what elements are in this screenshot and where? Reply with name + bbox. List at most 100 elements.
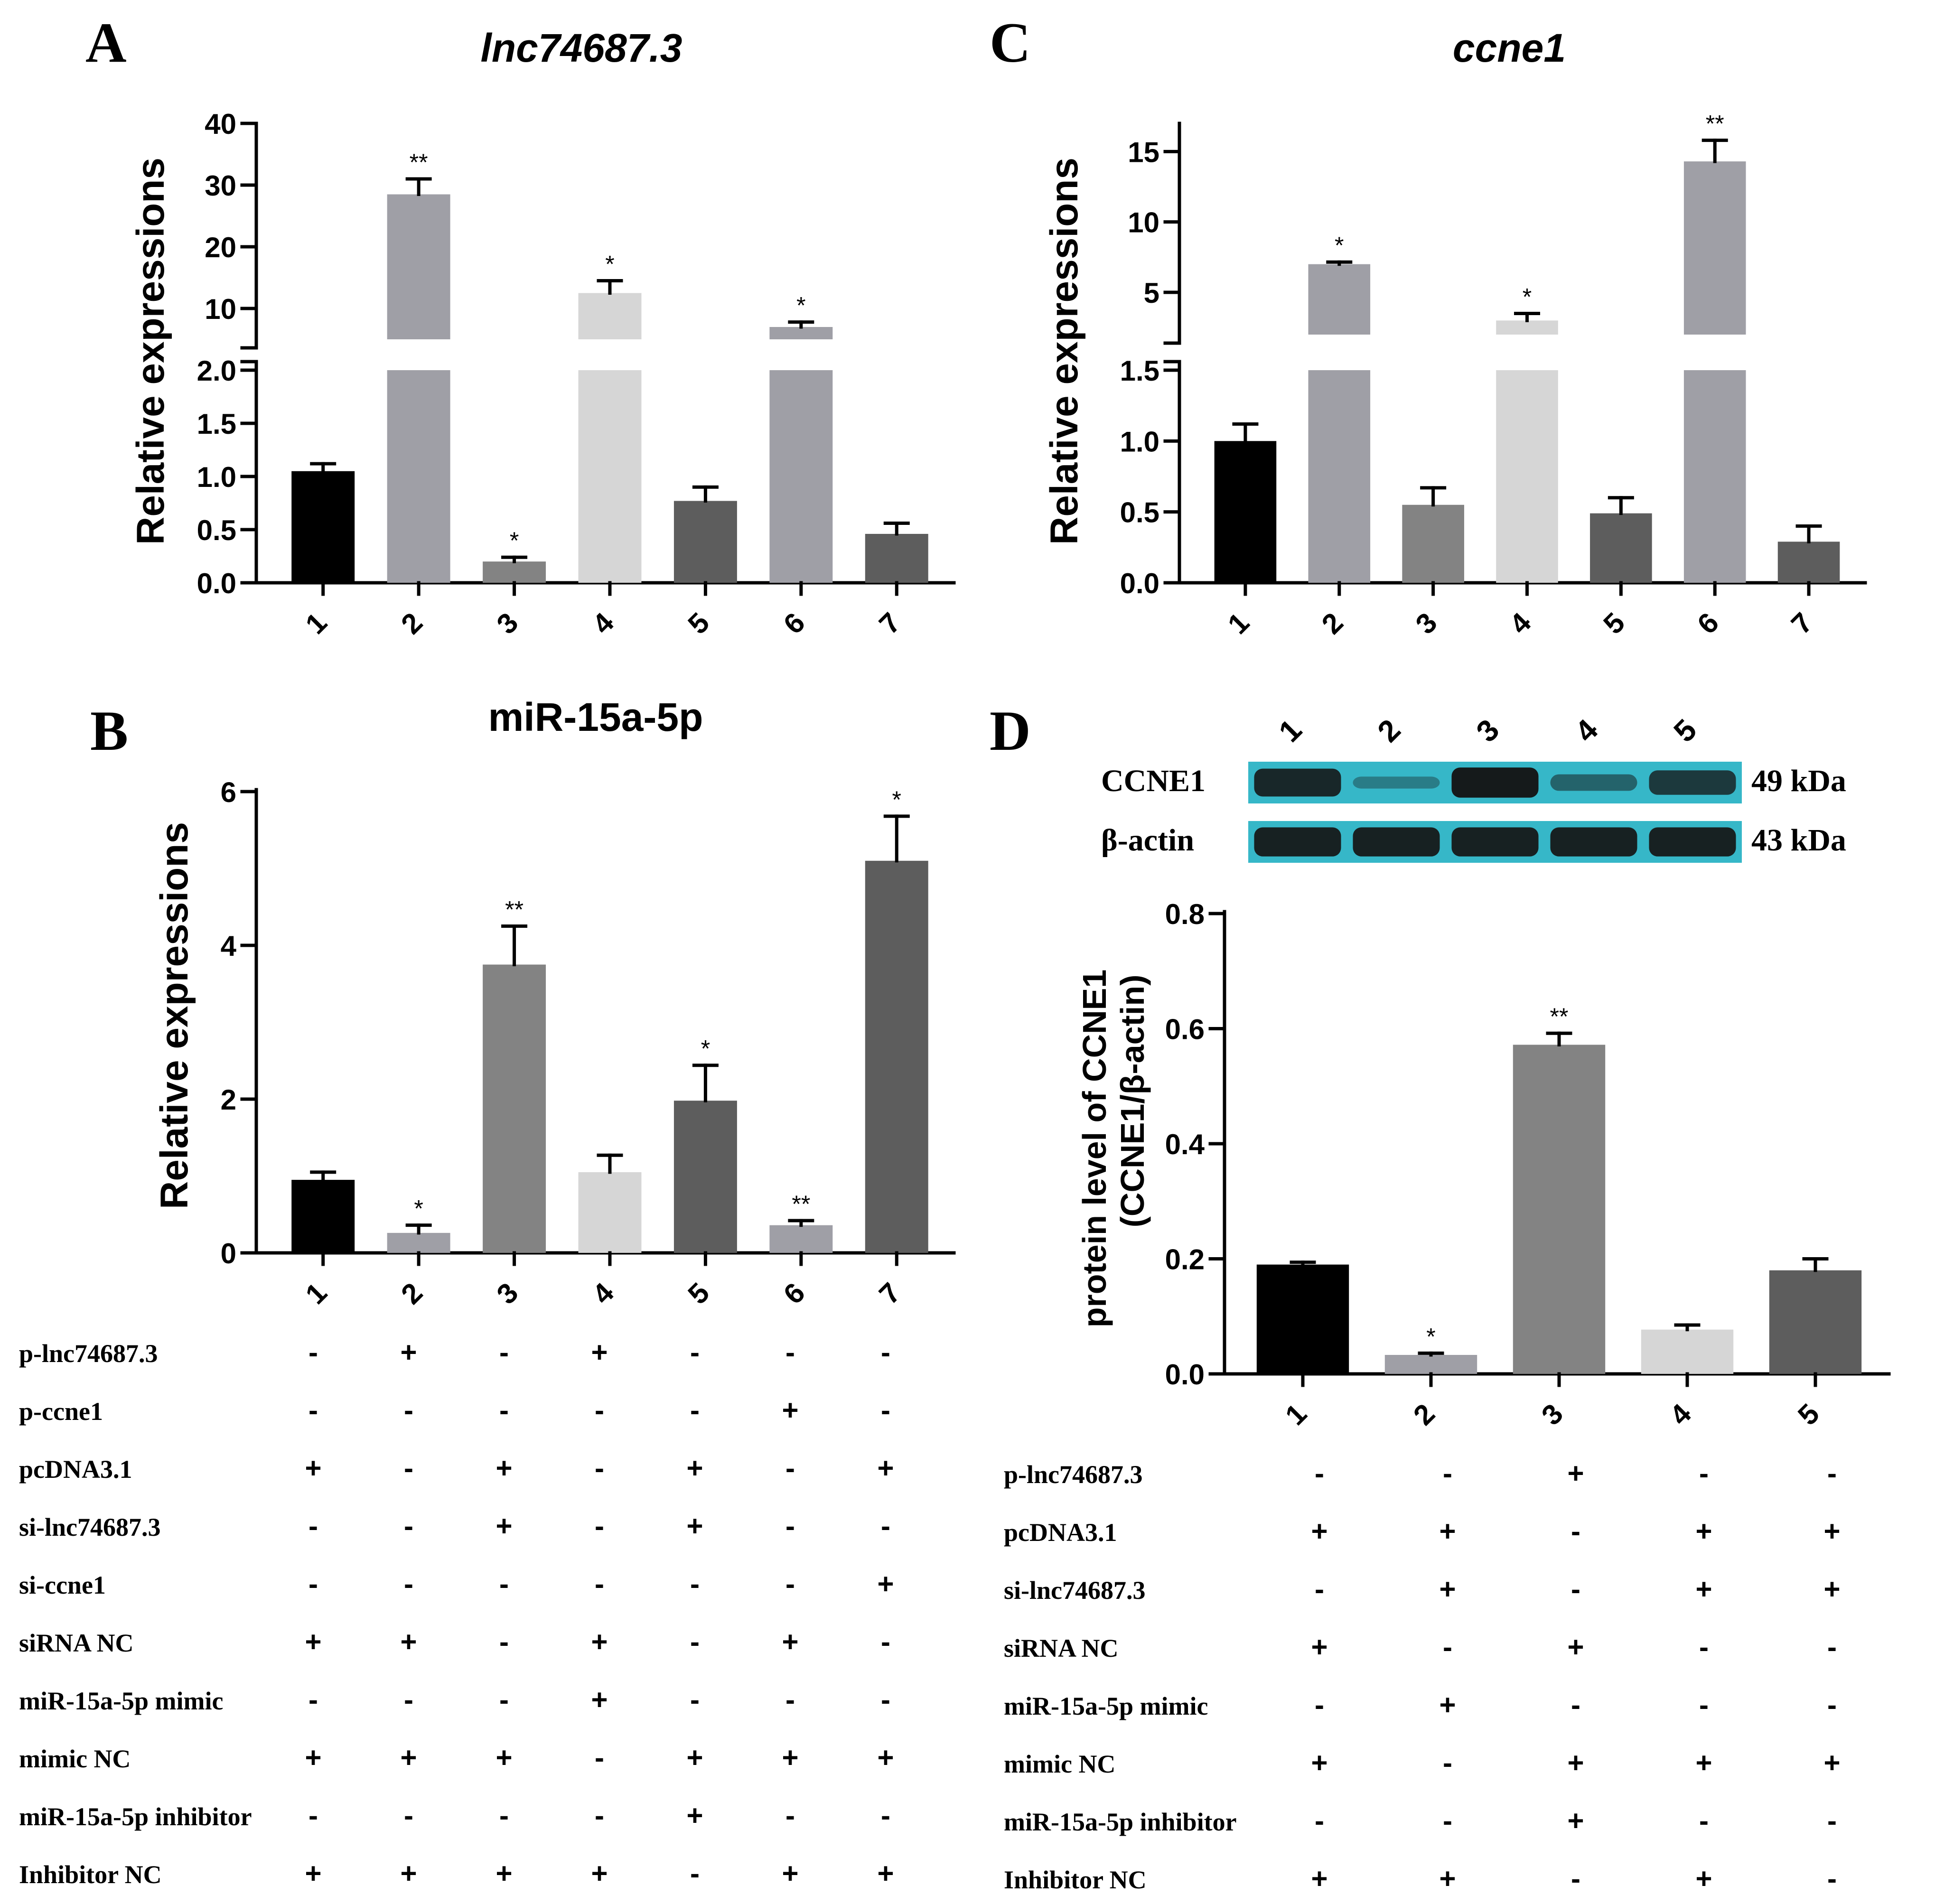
bar-lower-segment [387,370,450,583]
x-tick-label: 4 [1664,1398,1697,1431]
treatment-label: si-ccne1 [19,1571,106,1599]
treatment-mark: + [1695,1863,1712,1895]
y-axis-label-line1: protein level of CCNE1 [1076,970,1113,1328]
treatment-label: si-lnc74687.3 [19,1513,161,1541]
treatment-mark: + [400,1742,417,1773]
bar [1214,441,1277,583]
treatment-mark: - [690,1336,700,1368]
bar [387,1232,450,1253]
treatment-mark: - [499,1394,509,1426]
blot-band [1451,827,1539,857]
treatment-mark: - [785,1568,795,1600]
y-tick-label: 5 [1144,277,1159,309]
y-tick-label: 2 [221,1084,236,1116]
blot-lane-label: 1 [1272,712,1308,748]
treatment-mark: + [1439,1689,1456,1721]
treatment-mark: - [499,1336,509,1368]
bar [1769,1270,1862,1374]
treatment-mark: + [1439,1863,1456,1895]
treatment-mark: - [881,1394,890,1426]
y-tick-label: 10 [205,293,236,325]
y-tick-label: 1.0 [197,461,236,493]
x-tick-label: 1 [1222,607,1255,640]
treatment-mark: + [495,1857,512,1889]
x-tick-label: 4 [586,1277,620,1310]
treatment-label: p-ccne1 [19,1397,103,1426]
treatment-mark: - [308,1336,318,1368]
bar [578,1172,642,1253]
treatment-mark: + [1567,1805,1584,1837]
significance-mark: * [414,1195,423,1222]
bar-lower-segment [1308,370,1371,583]
treatment-mark: + [1439,1515,1456,1547]
treatment-mark: + [782,1394,798,1426]
bar-lower-segment [1683,370,1746,583]
treatment-mark: - [1443,1747,1452,1779]
treatment-mark: - [404,1800,413,1831]
blot-band [1649,770,1736,795]
y-tick-label: 4 [221,930,237,962]
treatment-mark: - [1699,1631,1709,1663]
x-tick-label: 1 [299,607,333,640]
x-tick-label: 5 [682,1277,715,1310]
y-tick-label: 20 [205,232,236,263]
x-tick-label: 1 [299,1277,333,1310]
bar [291,471,355,583]
blot-band [1550,827,1637,857]
bar [483,964,546,1253]
y-tick-label: 40 [205,108,236,140]
treatment-mark: - [881,1684,890,1716]
treatment-mark: + [782,1626,798,1658]
bar [291,1180,355,1253]
treatment-mark: + [305,1452,321,1484]
treatment-mark: - [690,1568,700,1600]
y-tick-label: 0.0 [1120,568,1159,599]
bar-upper-segment [387,194,450,339]
treatment-mark: + [1311,1863,1327,1895]
treatment-mark: - [308,1510,318,1542]
treatment-mark: + [1567,1631,1584,1663]
treatment-mark: + [1695,1573,1712,1605]
x-tick-label: 3 [1410,607,1443,640]
treatment-mark: - [1571,1515,1580,1547]
blot-band [1353,776,1440,789]
significance-mark: * [1426,1323,1435,1350]
treatment-mark: + [686,1742,703,1773]
x-tick-label: 4 [586,607,620,640]
x-tick-label: 2 [395,607,429,640]
treatment-mark: - [881,1336,890,1368]
treatment-mark: + [400,1626,417,1658]
treatment-mark: + [877,1568,894,1600]
blot-lane-label: 2 [1371,712,1407,748]
bar [1590,513,1652,583]
x-tick-label: 5 [1792,1398,1825,1431]
x-tick-label: 6 [777,607,811,640]
treatment-mark: - [785,1510,795,1542]
treatment-mark: + [782,1742,798,1773]
y-tick-label: 1.5 [1120,355,1159,387]
y-tick-label: 0.5 [197,514,236,546]
treatment-mark: + [782,1857,798,1889]
significance-mark: ** [1706,111,1724,137]
y-tick-label: 15 [1128,136,1159,168]
treatment-mark: - [785,1336,795,1368]
bar [865,533,928,583]
treatment-mark: + [1567,1747,1584,1779]
treatment-mark: - [308,1684,318,1716]
treatment-mark: + [305,1857,321,1889]
treatment-mark: - [690,1684,700,1716]
treatment-mark: + [1439,1573,1456,1605]
treatment-label: miR-15a-5p mimic [19,1687,223,1715]
y-tick-label: 1.0 [1120,426,1159,457]
treatment-mark: - [1315,1805,1324,1837]
bar [673,1101,737,1253]
treatment-label: mimic NC [1004,1750,1115,1778]
chart-title: miR-15a-5p [488,695,703,739]
significance-mark: * [1523,284,1532,310]
bar [1513,1045,1606,1374]
x-tick-label: 5 [682,607,715,640]
blot-lane-label: 3 [1469,712,1505,748]
bar [865,860,928,1253]
treatment-mark: - [308,1800,318,1831]
bar [1384,1354,1477,1374]
